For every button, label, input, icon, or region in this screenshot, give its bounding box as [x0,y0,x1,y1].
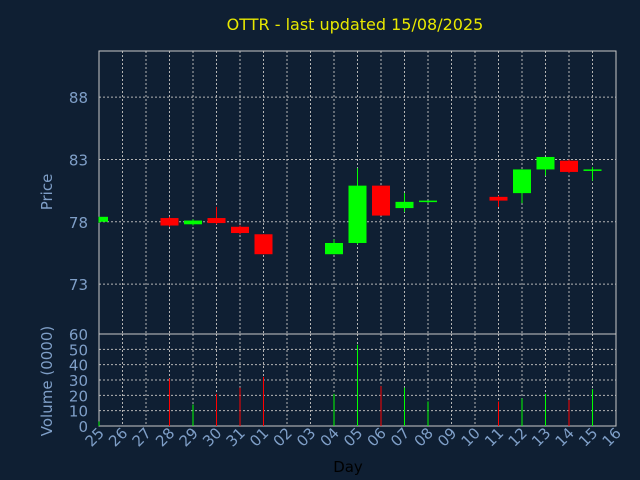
candle [207,206,226,225]
volume-series [98,344,593,426]
candle-body [372,185,390,216]
candle-body [160,218,179,226]
volume-tick-label: 50 [69,341,88,359]
candle [419,200,437,204]
candle [583,166,602,181]
candle-body [536,156,555,170]
day-axis: 2526272829303101020304050607080910111213… [82,424,625,450]
price-tick-label: 88 [69,89,88,107]
volume-bar [521,398,523,426]
chart-title: OTTR - last updated 15/08/2025 [227,15,484,34]
price-tick-label: 73 [69,276,88,294]
candle [372,185,390,216]
candle-body [489,196,508,201]
volume-tick-label: 10 [69,403,88,421]
volume-tick-label: 30 [69,372,88,390]
candle-body [231,226,249,234]
candle-body [513,169,531,194]
volume-bar [239,387,241,426]
candle [98,216,108,224]
candle-body [419,200,437,203]
candle [231,225,249,235]
volume-bar [568,399,570,426]
candle [254,234,273,255]
volume-tick-label: 20 [69,387,88,405]
volume-bar [263,376,264,426]
volume-bar [592,389,593,426]
volume-bar [498,401,499,426]
price-axis: 73 78 83 88 [69,89,88,294]
candlestick-series [98,156,602,255]
volume-bar [98,421,100,426]
volume-axis-label: Volume (0000) [38,326,56,436]
price-tick-label: 78 [69,214,88,232]
volume-bar [404,387,405,426]
volume-bar [357,344,358,426]
candle-body [207,218,226,224]
price-axis-label: Price [38,174,56,211]
candle-body [348,185,367,243]
price-tick-label: 83 [69,151,88,169]
volume-bar [427,401,429,426]
volume-tick-label: 40 [69,357,88,375]
volume-tick-label: 0 [78,418,88,436]
candle [184,219,202,226]
candle-body [325,242,343,255]
volume-bar [192,404,194,426]
volume-bar [545,393,546,426]
volume-bar [169,378,170,426]
candle [560,159,578,174]
candle-body [254,234,273,255]
candle [160,216,179,227]
candle [536,156,555,176]
candle-body [583,169,602,171]
candle-body [99,216,108,222]
candle-body [560,160,578,172]
volume-tick-label: 60 [69,326,88,344]
day-axis-label: Day [333,458,363,476]
volume-bar [380,386,382,426]
candle-body [184,220,202,225]
volume-bar [216,393,217,426]
candle [348,168,367,245]
candle [395,193,414,212]
price-grid [99,51,616,334]
candle [513,169,531,204]
candle [325,239,343,255]
candle-body [395,201,414,209]
volume-bar [333,393,335,426]
candle [489,195,508,207]
